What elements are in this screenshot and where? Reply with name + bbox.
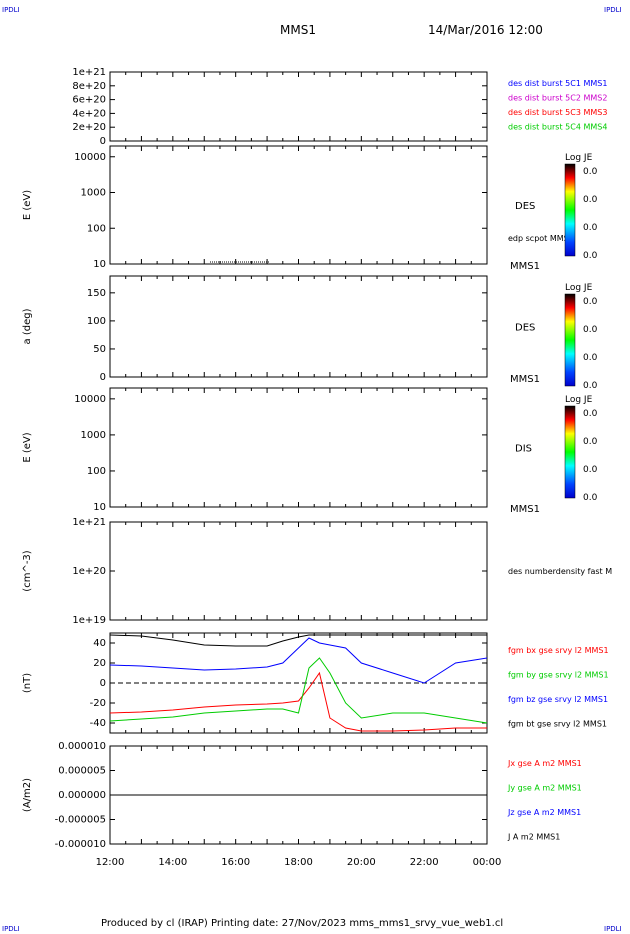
ylabel-5: (cm^-3) bbox=[22, 550, 33, 591]
ytick-label-1-2: 4e+20 bbox=[72, 108, 106, 119]
ytick-label-6-1: -20 bbox=[90, 698, 106, 709]
legend-entry-7-1: Jy gse A m2 MMS1 bbox=[507, 784, 582, 793]
colorbar-tick-2-0: 0.0 bbox=[583, 167, 598, 177]
ylabel-3: a (deg) bbox=[22, 308, 33, 344]
ytick-label-6-0: -40 bbox=[90, 718, 106, 729]
legend-entry-7-0: Jx gse A m2 MMS1 bbox=[507, 759, 582, 768]
ytick-label-6-3: 20 bbox=[93, 658, 106, 669]
series-line-6-1 bbox=[109, 657, 488, 724]
colorbar-tick-2-2: 0.0 bbox=[583, 223, 598, 233]
footer-credits: Produced by cl (IRAP) Printing date: 27/… bbox=[101, 918, 504, 929]
legend-entry-1-3: des dist burst 5C4 MMS4 bbox=[508, 123, 607, 132]
colorbar-title-2: Log JE bbox=[565, 153, 593, 163]
panel-spacecraft-3: MMS1 bbox=[510, 374, 540, 385]
ytick-label-7-3: 0.000005 bbox=[58, 766, 106, 777]
colorbar-4 bbox=[564, 405, 576, 499]
panel-spacecraft-4: MMS1 bbox=[510, 504, 540, 515]
xtick-label-2: 16:00 bbox=[221, 857, 250, 868]
series-line-6-2 bbox=[109, 637, 488, 684]
xtick-label-6: 00:00 bbox=[473, 857, 502, 868]
colorbar-tick-3-3: 0.0 bbox=[583, 381, 598, 391]
xtick-label-0: 12:00 bbox=[96, 857, 125, 868]
ylabel-2: E (eV) bbox=[22, 190, 33, 220]
corner-tag-top-right: IPDLI bbox=[604, 6, 622, 14]
ytick-label-1-4: 8e+20 bbox=[72, 81, 106, 92]
ytick-label-7-1: -0.000005 bbox=[55, 815, 106, 826]
ytick-label-5-0: 1e+19 bbox=[72, 615, 106, 626]
ytick-label-6-4: 40 bbox=[93, 638, 106, 649]
ytick-label-2-0: 10 bbox=[93, 259, 106, 270]
panel-label-3: DES bbox=[515, 323, 535, 334]
ytick-label-4-2: 1000 bbox=[81, 430, 106, 441]
ytick-label-5-2: 1e+21 bbox=[72, 517, 106, 528]
colorbar-tick-3-0: 0.0 bbox=[583, 297, 598, 307]
series-line-6-0 bbox=[109, 671, 487, 732]
legend-entry-1-1: des dist burst 5C2 MMS2 bbox=[508, 94, 607, 103]
ylabel-6: (nT) bbox=[22, 673, 33, 693]
ylabel-7: (A/m2) bbox=[22, 778, 33, 812]
ytick-label-1-3: 6e+20 bbox=[72, 95, 106, 106]
legend-entry-5-0: des numberdensity fast M bbox=[508, 567, 612, 576]
legend-entry-1-2: des dist burst 5C3 MMS3 bbox=[508, 108, 607, 117]
ytick-label-4-1: 100 bbox=[87, 466, 106, 477]
panel-label-4: DIS bbox=[515, 444, 532, 455]
panel-frame-4 bbox=[109, 387, 488, 508]
header-datetime: 14/Mar/2016 12:00 bbox=[428, 23, 543, 37]
legend-entry-6-3: fgm bt gse srvy l2 MMS1 bbox=[508, 720, 607, 729]
ytick-label-1-5: 1e+21 bbox=[72, 67, 106, 78]
ytick-label-7-0: -0.000010 bbox=[55, 839, 106, 850]
overlay-label-2: edp scpot MMS1 bbox=[508, 234, 574, 243]
colorbar-title-3: Log JE bbox=[565, 283, 593, 293]
ytick-label-1-1: 2e+20 bbox=[72, 122, 106, 133]
ytick-label-3-0: 0 bbox=[100, 372, 106, 383]
legend-entry-6-0: fgm bx gse srvy l2 MMS1 bbox=[508, 646, 609, 655]
legend-entry-1-0: des dist burst 5C1 MMS1 bbox=[508, 79, 607, 88]
panel-frame-5 bbox=[109, 521, 488, 621]
xtick-label-4: 20:00 bbox=[347, 857, 376, 868]
colorbar-2 bbox=[564, 163, 576, 257]
colorbar-tick-3-1: 0.0 bbox=[583, 325, 598, 335]
panel-frame-2 bbox=[109, 145, 488, 265]
ytick-label-3-2: 100 bbox=[87, 316, 106, 327]
series-line-6-3 bbox=[109, 634, 487, 647]
panel-label-2: DES bbox=[515, 201, 535, 212]
colorbar-tick-4-0: 0.0 bbox=[583, 409, 598, 419]
colorbar-tick-2-3: 0.0 bbox=[583, 251, 598, 261]
colorbar-tick-4-3: 0.0 bbox=[583, 493, 598, 503]
colorbar-tick-3-2: 0.0 bbox=[583, 353, 598, 363]
ytick-label-3-3: 150 bbox=[87, 288, 106, 299]
colorbar-tick-4-2: 0.0 bbox=[583, 465, 598, 475]
legend-entry-7-3: J A m2 MMS1 bbox=[507, 833, 560, 842]
ytick-label-3-1: 50 bbox=[93, 344, 106, 355]
xtick-label-3: 18:00 bbox=[284, 857, 313, 868]
ytick-label-5-1: 1e+20 bbox=[72, 566, 106, 577]
ytick-label-4-0: 10 bbox=[93, 502, 106, 513]
ytick-label-4-3: 10000 bbox=[74, 394, 106, 405]
xtick-label-1: 14:00 bbox=[158, 857, 187, 868]
ytick-label-1-0: 0 bbox=[100, 136, 106, 147]
ytick-label-2-1: 100 bbox=[87, 223, 106, 234]
ytick-label-2-3: 10000 bbox=[74, 152, 106, 163]
panel-spacecraft-2: MMS1 bbox=[510, 261, 540, 272]
header-spacecraft: MMS1 bbox=[280, 23, 316, 37]
colorbar-title-4: Log JE bbox=[565, 395, 593, 405]
panel-frame-1 bbox=[109, 71, 488, 142]
colorbar-3 bbox=[564, 293, 576, 387]
corner-tag-bottom-right: IPDLI bbox=[604, 925, 622, 933]
ytick-label-2-2: 1000 bbox=[81, 188, 106, 199]
colorbar-tick-2-1: 0.0 bbox=[583, 195, 598, 205]
ytick-label-7-4: 0.000010 bbox=[58, 741, 106, 752]
ytick-label-6-2: 0 bbox=[100, 678, 106, 689]
corner-tag-bottom-left: IPDLI bbox=[2, 925, 20, 933]
ylabel-4: E (eV) bbox=[22, 432, 33, 462]
panel-frame-3 bbox=[109, 275, 488, 378]
legend-entry-6-2: fgm bz gse srvy l2 MMS1 bbox=[508, 695, 608, 704]
colorbar-tick-4-1: 0.0 bbox=[583, 437, 598, 447]
corner-tag-top-left: IPDLI bbox=[2, 6, 20, 14]
xtick-label-5: 22:00 bbox=[410, 857, 439, 868]
ytick-label-7-2: 0.000000 bbox=[58, 790, 106, 801]
legend-entry-6-1: fgm by gse srvy l2 MMS1 bbox=[508, 671, 609, 680]
legend-entry-7-2: Jz gse A m2 MMS1 bbox=[507, 808, 581, 817]
